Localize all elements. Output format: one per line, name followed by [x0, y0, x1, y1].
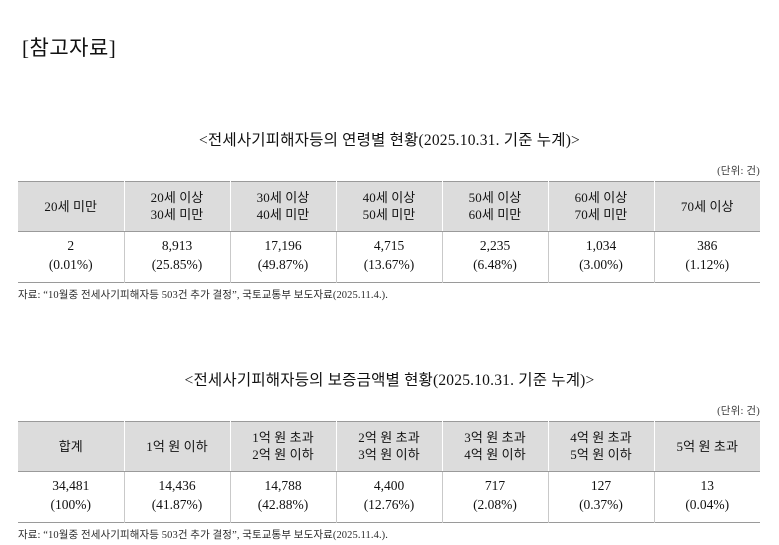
column-header-line2: 50세 미만	[362, 207, 416, 223]
cell-share: (1.12%)	[685, 256, 730, 272]
cell-count: 4,715	[373, 238, 405, 254]
column-header: 3억 원 초과 4억 원 이하	[442, 421, 549, 473]
cell-share: (41.87%)	[151, 496, 203, 512]
cell-share: (12.76%)	[363, 496, 415, 512]
cell-count: 1,034	[585, 238, 617, 254]
column-header: 합계	[18, 421, 125, 473]
column-header: 4억 원 초과 5억 원 이하	[548, 421, 655, 473]
cell-count: 8,913	[161, 238, 193, 254]
data-cell: 14,436 (41.87%)	[124, 471, 231, 523]
data-cell: 13 (0.04%)	[654, 471, 760, 523]
data-cell: 14,788 (42.88%)	[230, 471, 337, 523]
table-title: <전세사기피해자등의 보증금액별 현황(2025.10.31. 기준 누계)>	[184, 372, 595, 389]
column-header: 20세 미만	[18, 181, 125, 233]
cell-share: (42.88%)	[257, 496, 309, 512]
column-header-line1: 60세 이상	[574, 190, 628, 205]
cell-count: 2	[67, 238, 75, 254]
column-header-line1: 1억 원 초과	[252, 430, 314, 445]
column-header-line2: 3억 원 이하	[358, 447, 420, 463]
cell-count: 2,235	[479, 238, 511, 254]
cell-count: 717	[484, 478, 506, 494]
cell-count: 4,400	[373, 478, 405, 494]
column-header-line2: 40세 미만	[256, 207, 310, 223]
unit-note: (단위: 건)	[717, 406, 760, 417]
cell-count: 34,481	[52, 478, 90, 494]
table-header-row: 20세 미만 20세 이상 30세 미만 30세 이상 40세 미만 40세 이…	[18, 181, 760, 233]
column-header-line1: 1억 원 이하	[146, 438, 208, 454]
data-cell: 8,913 (25.85%)	[124, 231, 231, 283]
column-header-line2: 30세 미만	[150, 207, 204, 223]
column-header: 1억 원 초과 2억 원 이하	[230, 421, 337, 473]
column-header-line1: 3억 원 초과	[464, 430, 526, 445]
cell-share: (100%)	[50, 496, 92, 512]
deposit-distribution-table: 합계 1억 원 이하 1억 원 초과 2억 원 이하 2억 원 초과 3억 원 …	[18, 421, 760, 523]
table-title: <전세사기피해자등의 연령별 현황(2025.10.31. 기준 누계)>	[198, 132, 580, 149]
data-cell: 2,235 (6.48%)	[442, 231, 549, 283]
column-header-line2: 60세 미만	[468, 207, 522, 223]
data-cell: 34,481 (100%)	[18, 471, 125, 523]
cell-count: 14,788	[264, 478, 302, 494]
column-header-line1: 40세 이상	[362, 190, 416, 205]
data-cell: 386 (1.12%)	[654, 231, 760, 283]
table-row: 2 (0.01%) 8,913 (25.85%) 17,196 (49.87%)…	[18, 231, 760, 283]
cell-share: (2.08%)	[473, 496, 517, 512]
cell-share: (13.67%)	[363, 256, 415, 272]
data-cell: 1,034 (3.00%)	[548, 231, 655, 283]
section-age-distribution: <전세사기피해자등의 연령별 현황(2025.10.31. 기준 누계)> (단…	[0, 128, 779, 302]
cell-share: (0.37%)	[579, 496, 623, 512]
table-header-row: 합계 1억 원 이하 1억 원 초과 2억 원 이하 2억 원 초과 3억 원 …	[18, 421, 760, 473]
cell-count: 14,436	[158, 478, 196, 494]
cell-count: 127	[590, 478, 612, 494]
cell-share: (49.87%)	[257, 256, 309, 272]
data-cell: 4,715 (13.67%)	[336, 231, 443, 283]
age-distribution-table: 20세 미만 20세 이상 30세 미만 30세 이상 40세 미만 40세 이…	[18, 181, 760, 283]
column-header-line2: 2억 원 이하	[252, 447, 314, 463]
column-header: 1억 원 이하	[124, 421, 231, 473]
column-header: 60세 이상 70세 미만	[548, 181, 655, 233]
column-header-line1: 30세 이상	[256, 190, 310, 205]
data-cell: 2 (0.01%)	[18, 231, 125, 283]
data-cell: 127 (0.37%)	[548, 471, 655, 523]
cell-share: (0.01%)	[48, 256, 93, 272]
data-cell: 4,400 (12.76%)	[336, 471, 443, 523]
column-header: 30세 이상 40세 미만	[230, 181, 337, 233]
column-header: 5억 원 초과	[654, 421, 760, 473]
column-header-line1: 50세 이상	[468, 190, 522, 205]
column-header: 20세 이상 30세 미만	[124, 181, 231, 233]
unit-note: (단위: 건)	[717, 166, 760, 177]
table-row: 34,481 (100%) 14,436 (41.87%) 14,788 (42…	[18, 471, 760, 523]
column-header: 40세 이상 50세 미만	[336, 181, 443, 233]
column-header-line1: 70세 이상	[680, 198, 734, 214]
column-header: 70세 이상	[654, 181, 760, 233]
cell-share: (3.00%)	[579, 256, 623, 272]
column-header-line1: 20세 이상	[150, 190, 204, 205]
column-header-line2: 4억 원 이하	[464, 447, 526, 463]
cell-share: (0.04%)	[685, 496, 730, 512]
source-note: 자료: “10월중 전세사기피해자등 503건 추가 결정”, 국토교통부 보도…	[18, 289, 388, 301]
cell-count: 17,196	[264, 238, 302, 254]
page-title: [참고자료]	[22, 36, 117, 60]
column-header-line1: 20세 미만	[44, 198, 98, 214]
column-header: 50세 이상 60세 미만	[442, 181, 549, 233]
cell-count: 13	[700, 478, 715, 494]
column-header-line1: 합계	[58, 438, 83, 454]
column-header-line1: 4억 원 초과	[570, 430, 632, 445]
cell-share: (6.48%)	[473, 256, 517, 272]
column-header-line2: 70세 미만	[574, 207, 628, 223]
column-header: 2억 원 초과 3억 원 이하	[336, 421, 443, 473]
column-header-line1: 5억 원 초과	[676, 438, 739, 454]
column-header-line2: 5억 원 이하	[570, 447, 632, 463]
data-cell: 17,196 (49.87%)	[230, 231, 337, 283]
column-header-line1: 2억 원 초과	[358, 430, 420, 445]
cell-share: (25.85%)	[151, 256, 203, 272]
data-cell: 717 (2.08%)	[442, 471, 549, 523]
section-deposit-distribution: <전세사기피해자등의 보증금액별 현황(2025.10.31. 기준 누계)> …	[0, 368, 779, 542]
cell-count: 386	[697, 238, 718, 254]
source-note: 자료: “10월중 전세사기피해자등 503건 추가 결정”, 국토교통부 보도…	[18, 529, 388, 541]
